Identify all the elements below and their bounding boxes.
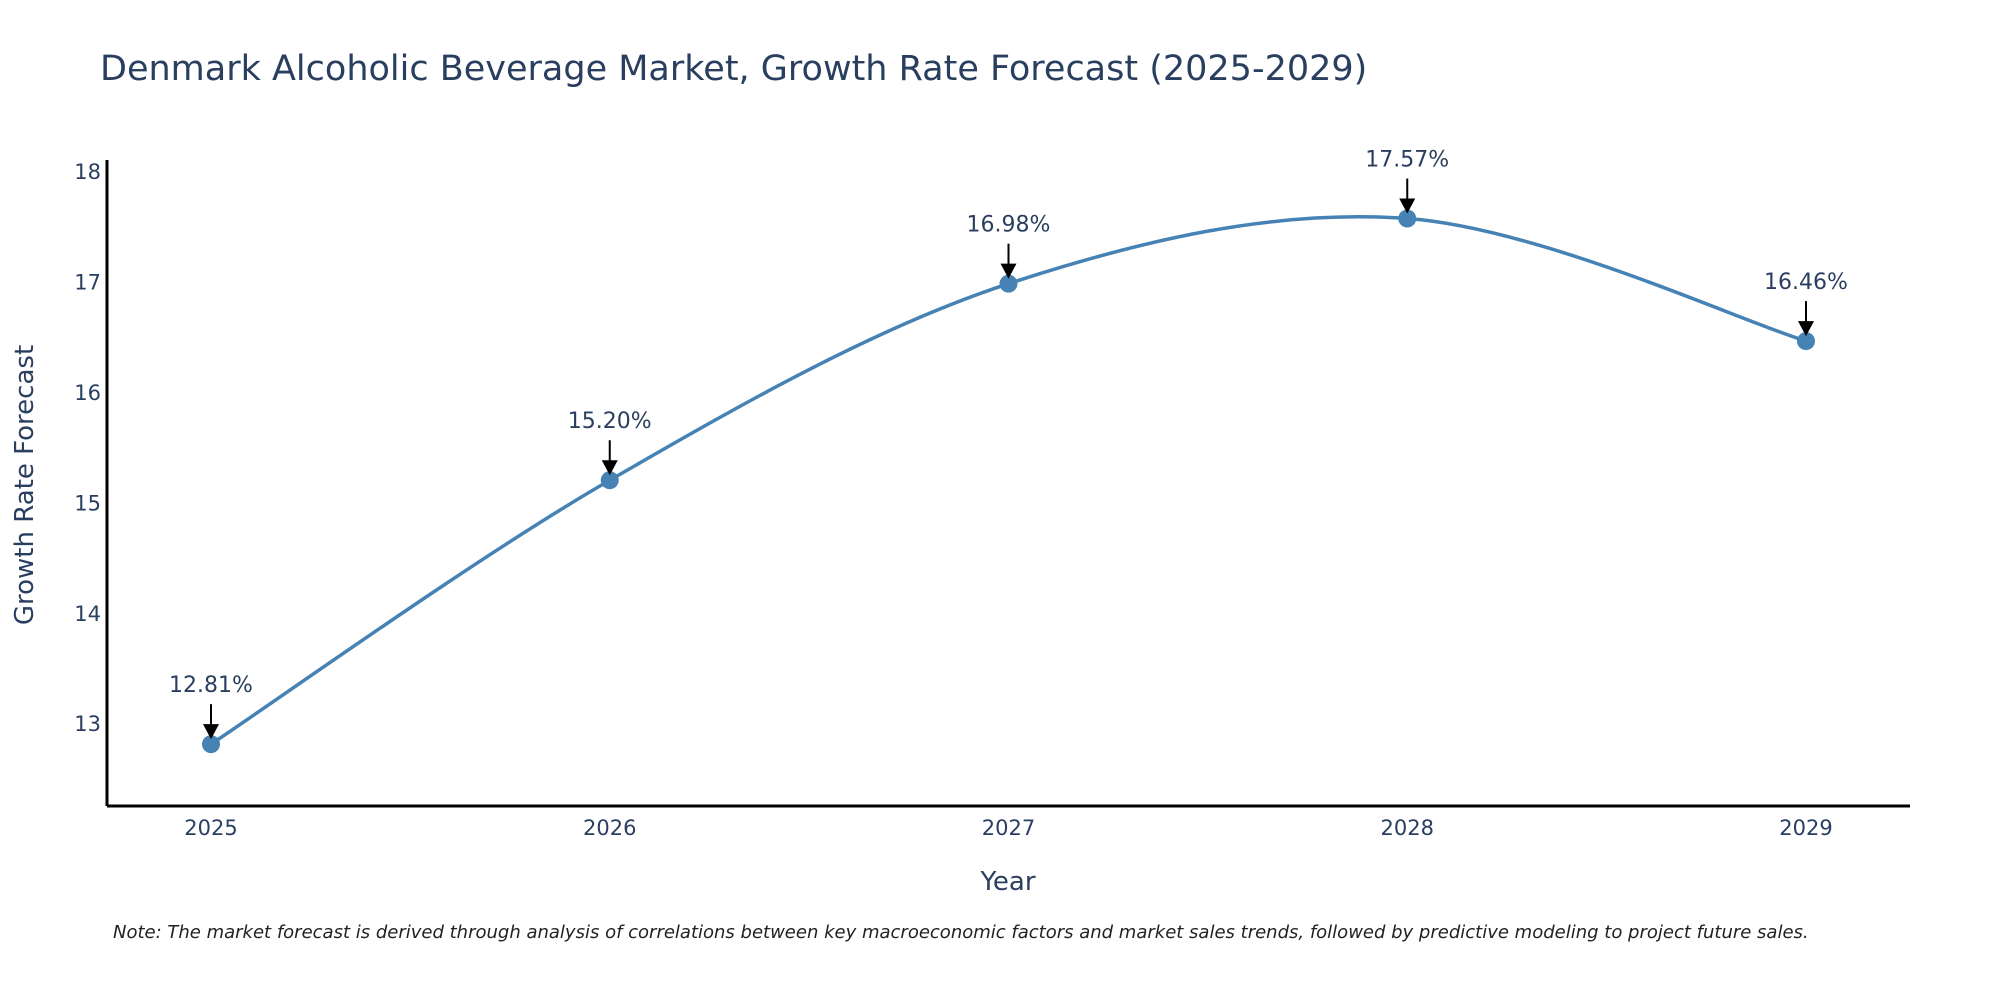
data-point (1398, 209, 1417, 228)
x-axis-title: Year (979, 867, 1035, 897)
x-tick-label: 2026 (583, 816, 636, 840)
annotation-arrow-head (203, 724, 219, 740)
plot-area: 13 14 15 16 17 18 2025 2026 2027 2028 2029 12.81%… (74, 148, 1910, 840)
data-label: 16.46% (1764, 270, 1848, 295)
x-tick-label: 2025 (184, 816, 237, 840)
y-tick-label: 16 (74, 381, 101, 405)
data-point (600, 471, 619, 490)
annotation-arrow-head (1399, 198, 1416, 214)
chart-title: Denmark Alcoholic Beverage Market, Growt… (100, 49, 1367, 89)
y-tick-label: 15 (74, 491, 101, 515)
x-tick-label: 2029 (1779, 816, 1832, 840)
data-label: 12.81% (169, 673, 253, 698)
data-label: 16.98% (967, 213, 1051, 238)
data-label: 17.57% (1365, 148, 1449, 173)
annotation-arrow-head (1000, 263, 1017, 279)
y-tick-label: 18 (74, 160, 101, 184)
y-axis-title: Growth Rate Forecast (10, 345, 40, 625)
annotation-arrow-head (1798, 321, 1814, 337)
data-point (202, 735, 220, 754)
x-tick-label: 2027 (982, 816, 1035, 840)
y-tick-label: 13 (74, 712, 101, 736)
data-markers (202, 209, 1815, 754)
series-line (210, 215, 1807, 746)
x-axis-ticks: 2025 2026 2027 2028 2029 (184, 816, 1832, 840)
y-tick-label: 17 (74, 270, 101, 294)
chart-note: Note: The market forecast is derived thr… (113, 922, 1809, 943)
data-point (999, 274, 1018, 293)
y-axis-ticks: 13 14 15 16 17 18 (74, 160, 101, 736)
data-annotations: 12.81% 15.20% 16.98% 17.57% 16.46% (169, 148, 1848, 740)
data-point (1797, 332, 1815, 351)
data-label: 15.20% (568, 409, 652, 434)
y-tick-label: 14 (74, 602, 101, 626)
annotation-arrow-head (601, 460, 618, 476)
x-tick-label: 2028 (1381, 816, 1434, 840)
